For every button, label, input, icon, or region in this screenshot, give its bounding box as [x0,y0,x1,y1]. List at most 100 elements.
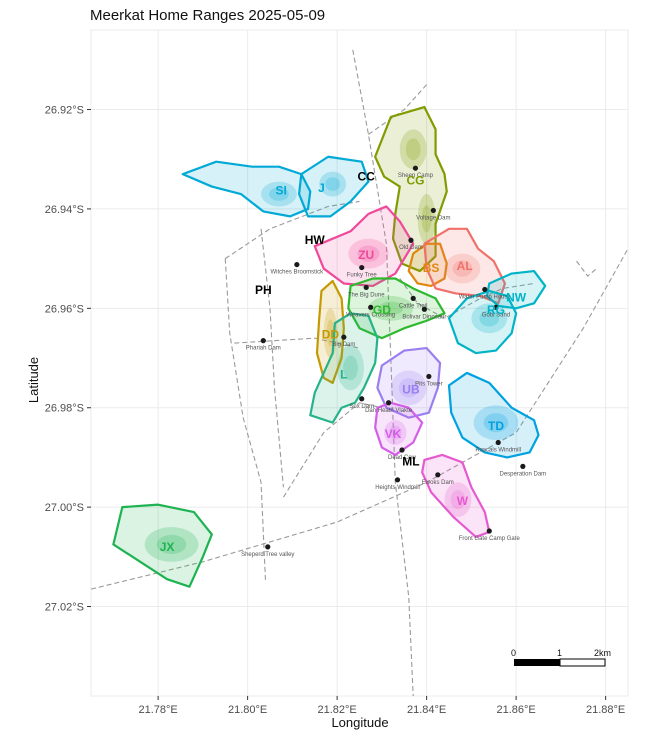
landmark-point-funky-tree[interactable] [359,264,365,271]
landmark-label-phariah-dam: Phariah Dam [246,346,281,352]
x-tick-label: 21.84°E [407,704,446,716]
landmark-label-funky-tree: Funky Tree [347,273,378,279]
landmark-point-pits-tower[interactable] [426,373,432,380]
x-tick-label: 21.80°E [228,704,267,716]
x-tick-label: 21.78°E [138,704,177,716]
landmark-point-voltage-dam[interactable] [430,207,436,214]
x-axis-title: Longitude [331,715,388,730]
density-blob [368,295,414,321]
landmark-point-phariah-dam[interactable] [260,338,266,344]
y-tick-label: 26.98°S [45,403,84,415]
home-range-rg[interactable] [447,289,518,355]
home-range-jx[interactable] [112,503,213,588]
y-tick-label: 26.94°S [45,204,84,216]
scale-bar-label-2: 2km [594,648,611,658]
home-range-dd[interactable] [315,279,345,384]
landmark-point-cattle-trail[interactable] [410,295,416,301]
x-tick-label: 21.86°E [496,704,535,716]
group-label-gd: GD [373,303,391,317]
landmark-label-water-pump-house: Water Pump House [459,294,512,300]
landmark-label-front-gate-camp-gate: Front Gate Camp Gate [459,536,521,542]
landmark-point-sheperd-tree-valley[interactable] [265,544,271,550]
group-label-jx: JX [160,540,175,554]
density-core [357,245,380,262]
landmark-point-sheep-camp[interactable] [412,165,419,171]
landmark-point-sox-dam[interactable] [359,396,365,402]
density-blob [261,181,297,207]
group-label-zu: ZU [358,248,374,262]
density-core [389,425,402,440]
home-range-td[interactable] [447,371,540,459]
landmark-point-heights-windmill[interactable] [394,477,401,483]
density-core [325,177,341,191]
density-blob [144,527,199,562]
road-track [224,258,267,582]
density-blob [473,405,519,441]
landmark-point-ewoks-dam[interactable] [435,472,441,478]
landmark-point-the-big-dune[interactable] [363,284,369,291]
landmark-point-dead-cow[interactable] [399,447,405,453]
home-range-layer [112,105,547,588]
group-label-vk: VK [385,427,402,441]
scale-bar-segment-1 [514,659,560,666]
group-label-rg: RG [487,303,505,317]
y-tick-label: 27.02°S [45,602,84,614]
scale-bar-label-1: 1 [557,648,562,658]
density-blob [319,171,347,197]
landmark-point-desperation-dam[interactable] [520,463,526,469]
landmark-point-front-gate-camp-gate[interactable] [486,528,492,534]
page-title: Meerkat Home Ranges 2025-05-09 [90,7,326,24]
density-blob [471,303,508,334]
landmark-point-dan-heath-vlakte[interactable] [385,400,392,406]
landmark-point-rascals-windmill[interactable] [495,439,501,446]
landmark-label-ewoks-dam: Ewoks Dam [422,480,454,486]
group-label-w: W [457,494,469,508]
landmark-label-gobi-sand: Gobi Sand [482,312,510,318]
group-label-ml: ML [402,454,419,468]
landmark-point-bolivar-dinosaur[interactable] [421,306,427,312]
group-label-ub: UB [402,382,420,396]
home-range-zu[interactable] [313,205,415,288]
home-range-j[interactable] [297,155,370,218]
group-label-si: SI [276,184,287,198]
home-range-cg[interactable] [374,105,448,273]
density-core [483,413,509,433]
landmark-point-witches-broomstick[interactable] [294,261,300,268]
density-core [378,301,404,316]
y-tick-label: 27.00°S [45,502,84,514]
landmark-label-dead-cow: Dead Cow [388,455,417,461]
landmark-layer: Sheep Camp Voltage Dam Old Dam Witches Broo… [241,165,546,558]
home-range-si[interactable] [181,160,312,218]
density-blob [384,420,407,446]
grid-layer [91,30,628,696]
landmark-point-old-dam[interactable] [408,237,414,243]
landmark-label-sox-dam: Sox Dam [349,404,374,410]
density-core [450,490,466,510]
home-range-vk[interactable] [374,401,424,457]
landmark-label-sheperd-tree-valley: Sheperd Tree valley [241,552,294,558]
landmark-label-witches-broomstick: Witches Broomstick [271,270,325,276]
home-range-l[interactable] [309,312,379,424]
group-label-ph: PH [255,283,272,297]
landmark-label-old-dam: Old Dam [399,245,423,251]
scale-bar-segment-2 [559,658,606,667]
home-range-nw[interactable] [485,269,547,310]
landmark-label-weavers-crossing: Weavers Crossing [346,312,395,318]
group-label-l: L [340,367,347,381]
landmark-point-big-dam[interactable] [341,334,347,340]
y-tick-label: 26.92°S [45,105,84,117]
landmark-label-the-big-dune: The Big Dune [348,292,385,298]
density-core [326,319,335,347]
landmark-point-gobi-sand[interactable] [493,304,499,310]
group-label-nw: NW [506,290,527,304]
landmark-label-big-dam: Big Dam [332,342,355,348]
y-axis-title: Latitude [26,357,41,403]
home-range-bs[interactable] [407,242,448,288]
group-label-dd: DD [322,328,340,342]
group-label-td: TD [488,419,504,433]
home-range-ub[interactable] [376,346,442,419]
landmark-point-weavers-crossing[interactable] [368,304,374,310]
density-blob [417,194,436,244]
landmark-point-water-pump-house[interactable] [482,286,488,293]
